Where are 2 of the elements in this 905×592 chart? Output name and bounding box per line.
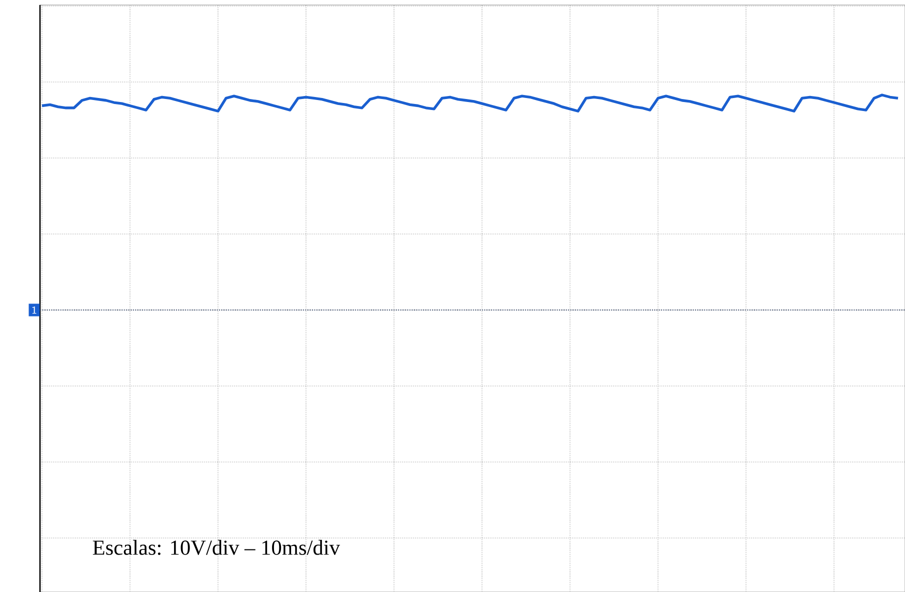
text: Escalas: 10V/div – 10ms/div — [92, 540, 340, 555]
annotation: 1 — [32, 306, 36, 314]
